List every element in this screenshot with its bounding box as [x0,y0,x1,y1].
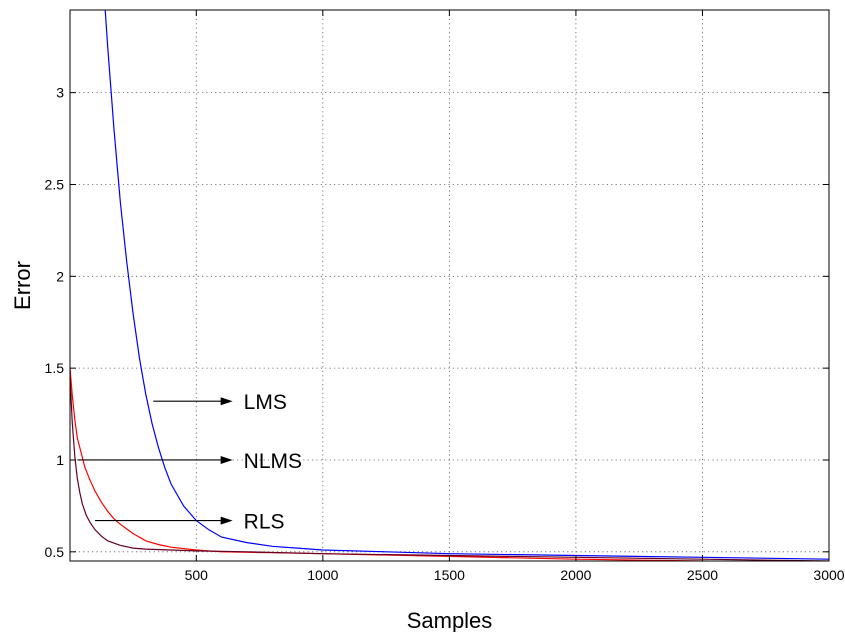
x-tick-label: 2500 [687,567,718,583]
annotation-label: RLS [244,511,285,534]
x-axis-title: Samples [407,608,493,632]
y-tick-label: 2 [56,268,64,284]
axis-ticks: 500 1000 1500 2000 2500 3000 0.5 1 1.5 2 2.5 3 [45,10,845,583]
annotation-arrowhead [220,516,233,525]
annotations: LMS NLMS RLS [77,391,302,534]
annotation-arrowhead [220,455,233,464]
y-tick-label: 2.5 [45,176,65,192]
x-tick-label: 3000 [813,567,844,583]
x-tick-label: 1500 [434,567,465,583]
annotation-arrowhead [220,397,233,406]
x-tick-label: 500 [185,567,209,583]
series-line-1 [104,10,829,560]
y-axis-title: Error [10,261,35,310]
x-tick-label: 1000 [307,567,338,583]
series-lines [70,10,829,561]
grid [70,10,829,561]
x-tick-label: 2000 [560,567,591,583]
y-tick-label: 1.5 [45,360,65,376]
y-tick-label: 0.5 [45,544,65,560]
series-line-3 [70,377,829,561]
y-tick-label: 1 [56,452,64,468]
annotation-label: NLMS [244,450,302,473]
annotation-label: LMS [244,391,287,414]
y-tick-label: 3 [56,85,64,101]
